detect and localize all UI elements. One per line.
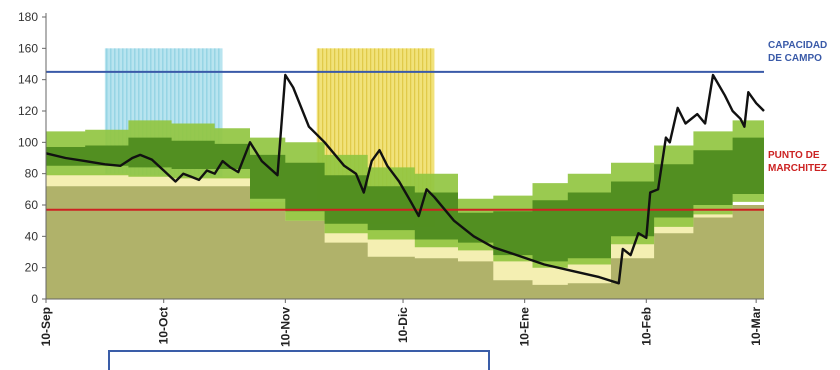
reference-label-1: PUNTO DE MARCHITEZ	[768, 150, 827, 174]
legend-box-frame	[108, 350, 490, 370]
series-line-0	[45, 73, 765, 285]
y-tick-label: 180	[18, 10, 38, 24]
y-tick-label: 140	[18, 73, 38, 87]
x-tick-label: 10-Oct	[157, 307, 171, 344]
x-tick-label: 10-Dic	[396, 307, 410, 343]
annotations: CAPACIDAD DE CAMPO PUNTO DE MARCHITEZ	[768, 40, 827, 174]
band-1	[46, 186, 764, 299]
y-tick-label: 120	[18, 104, 38, 118]
reference-lines	[46, 70, 764, 211]
reference-label-line: DE CAMPO	[768, 53, 822, 64]
x-tick-label: 10-Mar	[749, 307, 763, 346]
x-tick-label: 10-Ene	[518, 307, 532, 347]
reference-label-line: MARCHITEZ	[768, 163, 827, 174]
reference-label-0: CAPACIDAD DE CAMPO	[768, 40, 827, 64]
y-tick-label: 20	[25, 261, 39, 275]
y-tick-label: 60	[25, 198, 39, 212]
reference-label-line: CAPACIDAD	[768, 40, 827, 51]
x-tick-label: 10-Feb	[639, 307, 653, 346]
axes: 0 20 40 60 80 100 120 140 160 180 10-Sep 10-Oct 10-N…	[18, 10, 764, 347]
chart: 0 20 40 60 80 100 120 140 160 180 10-Sep 10-Oct 10-N…	[18, 10, 827, 347]
y-tick-label: 100	[18, 135, 38, 149]
x-tick-label: 10-Sep	[39, 307, 53, 346]
y-tick-label: 80	[25, 167, 39, 181]
y-tick-label: 0	[31, 292, 38, 306]
reference-label-line: PUNTO DE	[768, 150, 820, 161]
x-tick-label: 10-Nov	[278, 307, 292, 347]
series	[45, 73, 765, 285]
y-tick-label: 160	[18, 41, 38, 55]
y-tick-label: 40	[25, 229, 39, 243]
